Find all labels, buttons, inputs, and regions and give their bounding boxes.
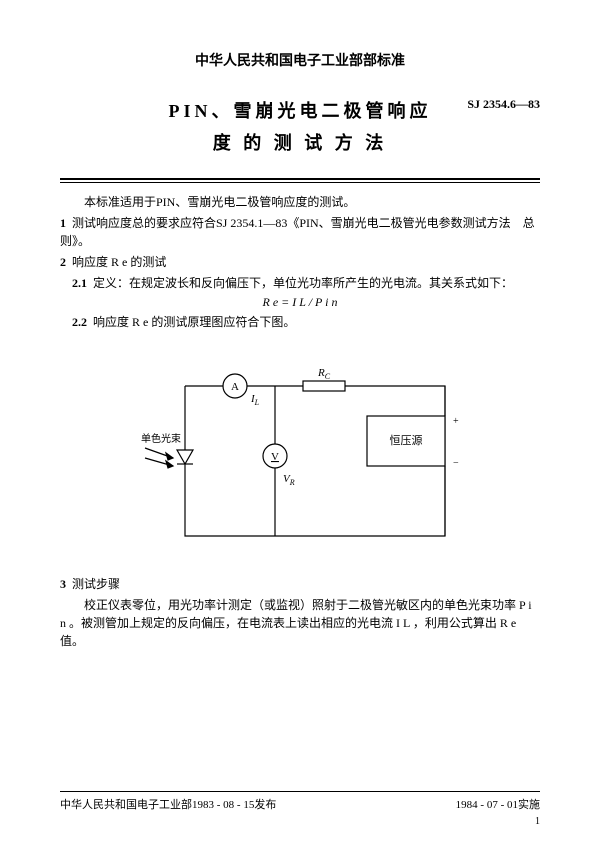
section-2-2-num: 2.2 bbox=[72, 315, 87, 329]
voltmeter-label: V bbox=[271, 451, 279, 463]
section-1-text: 测试响应度总的要求应符合SJ 2354.1—83《PIN、雪崩光电二极管光电参数… bbox=[60, 216, 535, 248]
circuit-diagram: A IL RC V VR 单色光束 恒压源 + − bbox=[135, 346, 465, 560]
title-block: PIN、雪崩光电二极管响应 度 的 测 试 方 法 SJ 2354.6—83 bbox=[60, 95, 540, 160]
voltage-label: VR bbox=[283, 473, 295, 487]
section-3-para: 校正仪表零位，用光功率计测定（或监视）照射于二极管光敏区内的单色光束功率 P i… bbox=[60, 596, 540, 650]
section-3-text: 测试步骤 bbox=[72, 577, 120, 591]
current-label: IL bbox=[250, 393, 260, 407]
section-2-1: 2.1 定义：在规定波长和反向偏压下，单位光功率所产生的光电流。其关系式如下： bbox=[60, 274, 540, 292]
title-line-2: 度 的 测 试 方 法 bbox=[60, 127, 540, 159]
page-footer: 中华人民共和国电子工业部1983 - 08 - 15发布 1984 - 07 -… bbox=[60, 791, 540, 827]
light-beam-label: 单色光束 bbox=[141, 432, 181, 445]
section-3-num: 3 bbox=[60, 577, 66, 591]
intro-paragraph: 本标准适用于PIN、雪崩光电二极管响应度的测试。 bbox=[60, 193, 540, 211]
section-2-text: 响应度 R e 的测试 bbox=[72, 255, 166, 269]
section-2-1-num: 2.1 bbox=[72, 276, 87, 290]
section-2-2: 2.2 响应度 R e 的测试原理图应符合下图。 bbox=[60, 313, 540, 331]
formula: R e = I L / P i n bbox=[60, 295, 540, 310]
section-2: 2 响应度 R e 的测试 bbox=[60, 253, 540, 271]
issuer-line: 中华人民共和国电子工业部部标准 bbox=[60, 50, 540, 70]
footer-rule bbox=[60, 791, 540, 792]
section-2-2-text: 响应度 R e 的测试原理图应符合下图。 bbox=[93, 315, 295, 329]
plus-label: + bbox=[453, 416, 459, 427]
section-1: 1测试响应度总的要求应符合SJ 2354.1—83《PIN、雪崩光电二极管光电参… bbox=[60, 214, 540, 250]
page-number: 1 bbox=[60, 816, 540, 827]
rule-thick bbox=[60, 178, 540, 180]
footer-effective: 1984 - 07 - 01实施 bbox=[456, 796, 540, 812]
source-label: 恒压源 bbox=[390, 433, 423, 447]
resistor-label: RC bbox=[317, 367, 331, 381]
section-1-num: 1 bbox=[60, 216, 66, 230]
section-2-num: 2 bbox=[60, 255, 66, 269]
rule-thin bbox=[60, 182, 540, 183]
section-3: 3 测试步骤 bbox=[60, 575, 540, 593]
footer-publish: 中华人民共和国电子工业部1983 - 08 - 15发布 bbox=[60, 796, 276, 812]
standard-code: SJ 2354.6—83 bbox=[467, 97, 540, 112]
ammeter-label: A bbox=[231, 381, 239, 393]
minus-label: − bbox=[453, 458, 459, 469]
section-2-1-text: 定义：在规定波长和反向偏压下，单位光功率所产生的光电流。其关系式如下： bbox=[93, 276, 513, 290]
